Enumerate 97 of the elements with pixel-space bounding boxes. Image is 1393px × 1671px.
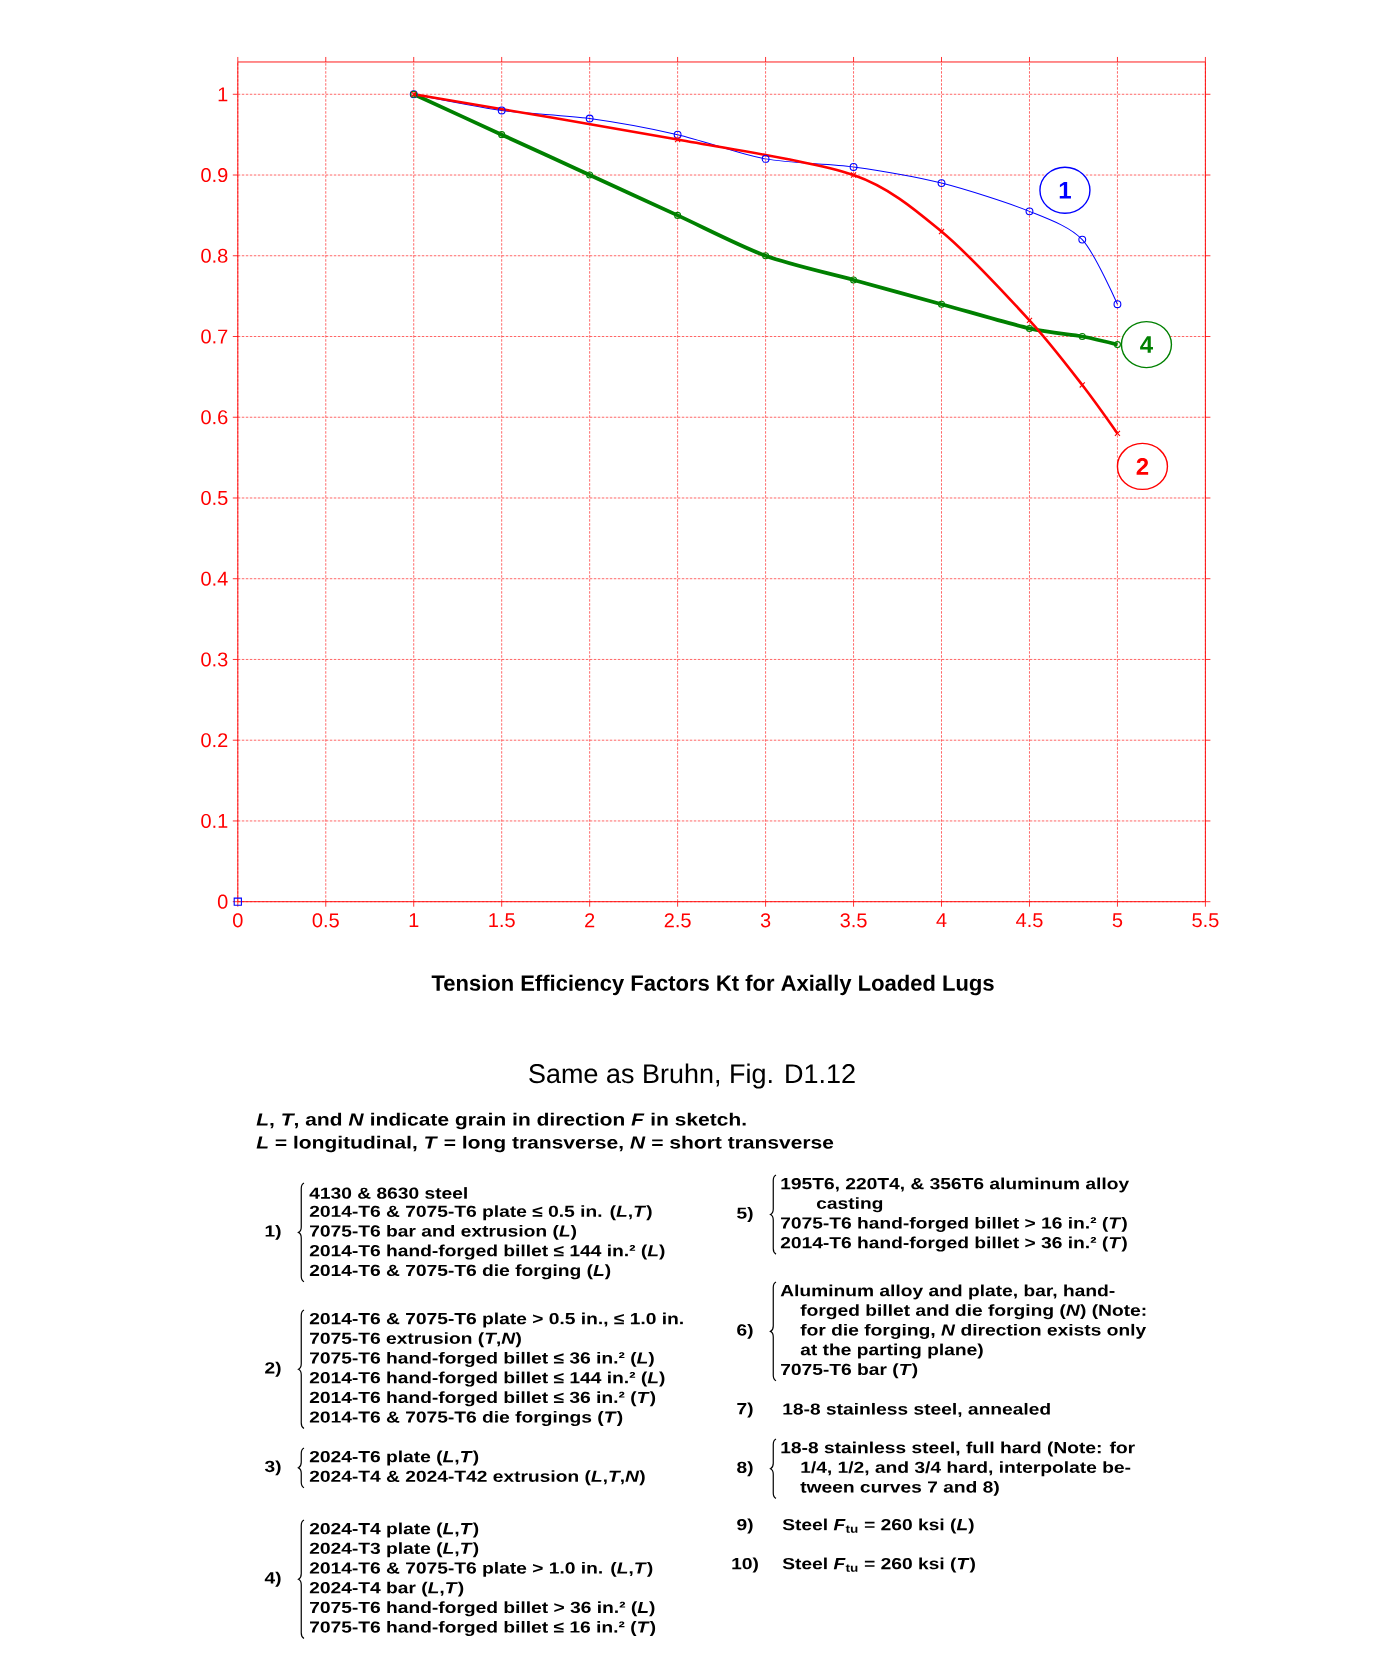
point: [585, 114, 594, 123]
text: 1): [265, 1224, 281, 1240]
text: tween curves 7 and 8): [800, 1480, 999, 1496]
text: Aluminum alloy and plate, bar, hand-: [780, 1284, 1115, 1300]
point: [1025, 324, 1034, 332]
x-tick-label: 4: [936, 913, 947, 927]
text: for die forging, N direction exists only: [800, 1323, 1147, 1339]
text: at the parting plane): [800, 1343, 983, 1359]
point: [762, 252, 770, 260]
x-tick-label: 1: [409, 913, 419, 927]
text: 2024-T6 plate (L,T): [309, 1450, 479, 1466]
text: 2014-T6 & 7075-T6 plate > 0.5 in., ≤ 1.0 in.: [309, 1312, 683, 1328]
y-tick-label: 0.2: [201, 733, 228, 748]
point: [673, 130, 682, 139]
legend-label: 1: [1059, 181, 1071, 199]
text: 2014-T6 hand-forged billet ≤ 144 in.² (L): [309, 1371, 665, 1387]
legend-label: 4: [1140, 336, 1153, 353]
point: [1079, 381, 1086, 389]
text: 2014-T6 & 7075-T6 die forgings (T): [309, 1411, 623, 1426]
text: 7): [737, 1402, 753, 1418]
y-tick-label: 0.6: [201, 410, 228, 425]
text: 2): [265, 1361, 281, 1377]
y-tick-label: 1: [218, 87, 228, 102]
legend-label: 2: [1136, 458, 1149, 475]
text: 10): [732, 1557, 758, 1573]
text: L, T, and N indicate grain in direction F in sketch.: [256, 1112, 746, 1130]
point: [674, 211, 682, 219]
y-tick-label: 0.5: [201, 490, 228, 506]
text: Steel F$_{tu}$ = 260 ksi (L): [782, 1518, 974, 1534]
text: L = longitudinal, T = long transverse, N = short transverse: [256, 1135, 834, 1153]
text: 2024-T3 plate (L,T): [309, 1542, 479, 1558]
x-tick-label: 2.5: [664, 913, 691, 928]
text: 2014-T6 hand-forged billet ≤ 36 in.² (T): [309, 1391, 656, 1407]
point: [1078, 332, 1086, 341]
x-tick-label: 2: [585, 913, 595, 928]
text: 2024-T4 & 2024-T42 extrusion (L,T,N): [309, 1470, 645, 1486]
text: 6): [737, 1323, 753, 1339]
y-tick-label: 0: [217, 894, 228, 909]
text: 9): [737, 1518, 753, 1534]
text: 4): [264, 1571, 281, 1587]
y-tick-label: 0.3: [201, 652, 228, 667]
point: [850, 171, 857, 179]
point: [1113, 341, 1121, 349]
text: 2014-T6 & 7075-T6 plate > 1.0 in. (L,T): [309, 1561, 653, 1577]
point: [233, 897, 242, 906]
x-tick-label: 1.5: [489, 913, 515, 928]
y-tick-label: 0.7: [201, 329, 228, 344]
text: Tension Efficiency Factors Kt for Axially Loaded Lugs: [431, 974, 994, 996]
text: 18-8 stainless steel, annealed: [783, 1402, 1050, 1418]
point: [1114, 430, 1121, 437]
text: 2014-T6 & 7075-T6 plate ≤ 0.5 in. (L,T): [309, 1205, 652, 1221]
text: 7075-T6 bar and extrusion (L): [310, 1224, 577, 1240]
point: [498, 131, 506, 139]
point: [761, 154, 770, 163]
y-tick-label: 0.8: [201, 248, 228, 263]
y-tick-label: 0.1: [201, 813, 228, 829]
point: [674, 136, 681, 143]
point: [586, 171, 594, 179]
text: 8): [737, 1461, 753, 1477]
x-tick-label: 0: [233, 913, 243, 928]
text: 7075-T6 hand-forged billet > 36 in.² (L): [310, 1601, 655, 1617]
x-tick-label: 4.5: [1016, 913, 1043, 928]
text: 7075-T6 bar (T): [781, 1363, 918, 1379]
text: Same as Bruhn, Fig. D1.12: [529, 1063, 855, 1089]
x-tick-label: 0.5: [312, 913, 339, 928]
point: [1113, 300, 1122, 309]
text: 18-8 stainless steel, full hard (Note: for: [781, 1441, 1135, 1457]
text: 7075-T6 hand-forged billet > 16 in.² (T): [781, 1216, 1127, 1232]
point: [850, 276, 858, 284]
x-tick-label: 5: [1112, 913, 1123, 928]
text: 2014-T6 hand-forged billet ≤ 144 in.² (L): [309, 1244, 665, 1260]
text: 3): [264, 1460, 281, 1476]
text: casting: [816, 1197, 883, 1213]
text: 7075-T6 extrusion (T,N): [310, 1332, 521, 1348]
point: [1078, 235, 1087, 244]
text: Steel F$_{tu}$ = 260 ksi (T): [782, 1557, 975, 1573]
point: [497, 106, 506, 115]
y-tick-label: 0.4: [201, 571, 228, 586]
x-tick-label: 3: [760, 913, 771, 928]
text: 5): [737, 1207, 753, 1223]
point: [937, 179, 946, 188]
x-tick-label: 5.5: [1192, 913, 1219, 928]
text: 2024-T4 plate (L,T): [309, 1522, 479, 1538]
text: 4130 & 8630 steel: [309, 1187, 467, 1199]
y-tick-label: 0.9: [201, 167, 228, 183]
text: 7075-T6 hand-forged billet ≤ 16 in.² (T): [310, 1621, 656, 1636]
x-tick-label: 3.5: [840, 913, 867, 928]
text: 2014-T6 & 7075-T6 die forging (L): [309, 1264, 611, 1280]
point: [1025, 207, 1034, 216]
text: 2014-T6 hand-forged billet > 36 in.² (T): [780, 1236, 1127, 1252]
point: [937, 300, 946, 308]
text: 1/4, 1/2, and 3/4 hard, interpolate be-: [801, 1461, 1131, 1477]
point: [849, 163, 858, 171]
text: 195T6, 220T4, & 356T6 aluminum alloy: [781, 1177, 1130, 1193]
text: forged billet and die forging (N) (Note:: [800, 1304, 1146, 1320]
text: 7075-T6 hand-forged billet ≤ 36 in.² (L): [310, 1351, 654, 1367]
text: 2024-T4 bar (L,T): [309, 1581, 464, 1597]
